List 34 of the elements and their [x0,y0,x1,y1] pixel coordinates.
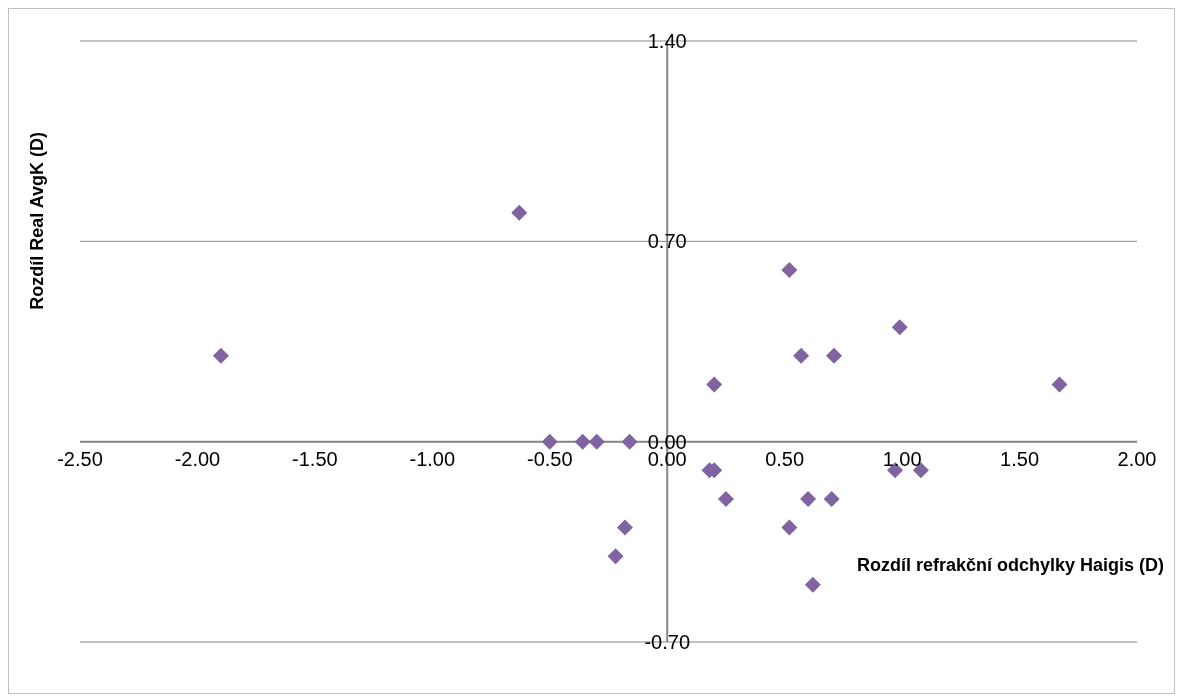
y-tick-label: -0.70 [644,631,691,653]
point [588,433,605,450]
x-tick-label: 1.50 [1000,447,1040,470]
point [706,376,723,393]
x-tick-label: 0.50 [765,447,805,470]
x-tick-label: 1.00 [882,447,922,470]
y-tick-label: 1.40 [647,30,687,52]
y-tick-label: 0.00 [647,430,687,453]
point [793,347,810,364]
point [541,433,558,450]
point [616,519,633,536]
x-tick-label: -2.50 [57,447,103,470]
point [212,347,229,364]
point [574,433,591,450]
point [717,490,734,507]
point [823,490,840,507]
point [607,548,624,565]
x-tick-label: -0.50 [526,447,573,470]
x-tick-label: -2.00 [174,447,221,470]
y-tick-label: 0.70 [647,230,687,253]
point [1051,376,1068,393]
point [804,576,821,593]
point [511,204,528,221]
point [891,319,908,336]
x-tick-label: -1.50 [292,447,338,470]
x-axis-title: Rozdíl refrakční odchylky Haigis (D) [856,554,1164,576]
x-tick-label: -1.00 [409,447,456,470]
y-axis-title: Rozdíl Real AvgK (D) [27,132,48,311]
point [621,433,638,450]
point [825,347,842,364]
x-tick-label: 2.00 [1117,447,1157,470]
point [781,519,798,536]
point [800,490,817,507]
point [781,261,798,278]
